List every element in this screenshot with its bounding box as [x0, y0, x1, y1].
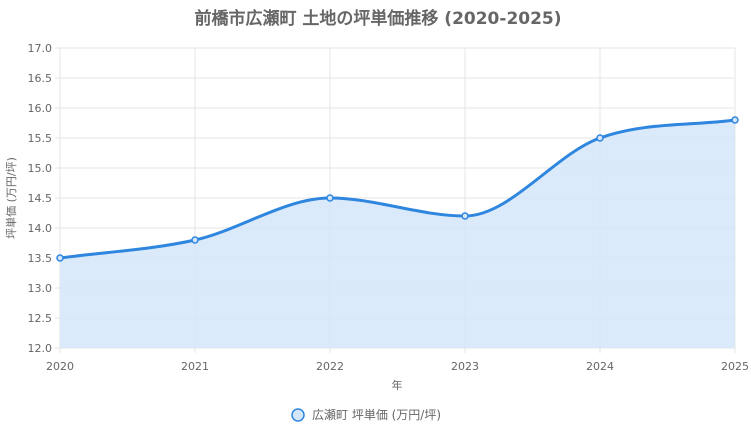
y-tick-label: 14.0 [28, 222, 53, 235]
x-axis-label: 年 [392, 378, 403, 392]
data-point[interactable] [326, 194, 334, 202]
data-point[interactable] [191, 236, 199, 244]
x-axis: 2020 2021 2022 2023 2024 2025 [46, 360, 749, 373]
y-tick-label: 16.5 [28, 72, 53, 85]
data-point[interactable] [731, 116, 739, 124]
y-tick-label: 17.0 [28, 42, 53, 55]
legend[interactable]: 広瀬町 坪単価 (万円/坪) [291, 408, 441, 422]
y-axis-label: 坪単価 (万円/坪) [4, 157, 18, 239]
data-point[interactable] [461, 212, 469, 220]
chart-title: 前橋市広瀬町 土地の坪単価推移 (2020-2025) [194, 8, 561, 29]
x-tick-label: 2021 [181, 360, 209, 373]
x-tick-label: 2020 [46, 360, 74, 373]
y-tick-label: 14.5 [28, 192, 53, 205]
y-tick-label: 16.0 [28, 102, 53, 115]
y-tick-label: 13.0 [28, 282, 53, 295]
y-tick-label: 15.0 [28, 162, 53, 175]
data-point[interactable] [56, 254, 64, 262]
y-axis: 12.0 12.5 13.0 13.5 14.0 14.5 15.0 15.5 16.0 16.5… [28, 42, 53, 355]
y-tick-label: 13.5 [28, 252, 53, 265]
x-tick-label: 2024 [586, 360, 614, 373]
x-tick-label: 2023 [451, 360, 479, 373]
data-point[interactable] [596, 134, 604, 142]
series-line [59, 118, 736, 260]
y-tick-label: 12.0 [28, 342, 53, 355]
legend-marker [291, 408, 305, 422]
series-area-fill [60, 120, 735, 348]
y-tick-label: 15.5 [28, 132, 53, 145]
plot-area [56, 116, 739, 348]
x-tick-label: 2025 [721, 360, 749, 373]
x-tick-label: 2022 [316, 360, 344, 373]
y-tick-label: 12.5 [28, 312, 53, 325]
legend-label: 広瀬町 坪単価 (万円/坪) [312, 408, 441, 422]
